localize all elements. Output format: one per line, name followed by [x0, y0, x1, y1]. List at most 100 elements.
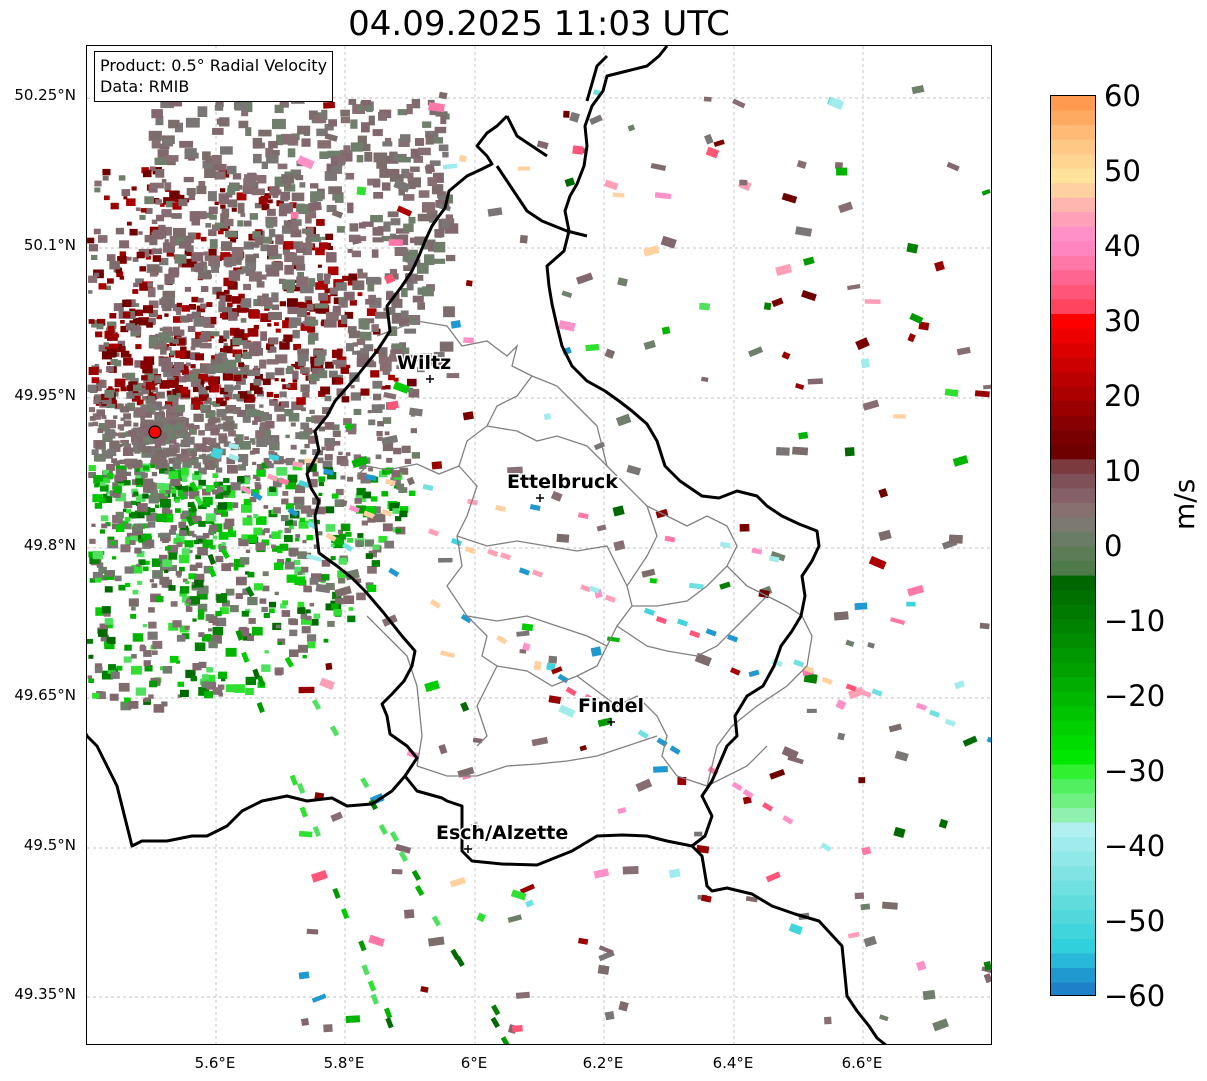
radar-echo: [105, 285, 111, 291]
radar-echo: [604, 348, 616, 359]
radar-echo: [246, 534, 257, 544]
radar-echo: [114, 474, 124, 482]
radar-echo: [312, 497, 321, 505]
radar-echo: [176, 634, 186, 642]
radar-echo: [126, 509, 132, 514]
radar-echo: [863, 935, 877, 948]
radar-echo: [427, 177, 438, 187]
map-title: 04.09.2025 11:03 UTC: [348, 4, 730, 44]
radar-echo: [398, 187, 405, 196]
city-label-findel: Findel: [578, 695, 644, 717]
radar-echo: [357, 350, 369, 359]
radar-echo: [464, 546, 477, 555]
radar-echo: [241, 337, 248, 343]
radar-echo: [510, 889, 527, 901]
radar-echo: [361, 520, 368, 526]
radar-echo: [228, 562, 234, 567]
radar-echo: [287, 220, 299, 230]
radar-echo: [142, 566, 149, 572]
radar-echo: [306, 553, 323, 562]
radar-echo: [149, 508, 156, 513]
radar-echo: [122, 299, 132, 307]
radar-echo: [299, 285, 314, 294]
radar-echo: [223, 342, 228, 347]
radar-echo: [204, 423, 215, 431]
radar-echo: [135, 407, 146, 416]
radar-echo: [176, 310, 182, 315]
radar-echo: [279, 203, 294, 214]
radar-echo: [156, 401, 163, 407]
radar-map[interactable]: Wiltz Ettelbruck Findel Esch/Alzette: [86, 45, 992, 1045]
radar-echo: [252, 420, 258, 425]
radar-echo: [297, 307, 307, 317]
radar-echo: [147, 377, 158, 386]
radar-echo: [176, 392, 181, 397]
radar-echo: [381, 508, 393, 517]
radar-echo: [189, 564, 198, 571]
radar-echo: [357, 268, 363, 274]
radar-echo: [266, 154, 279, 164]
radar-echo: [281, 174, 295, 184]
radar-echo: [262, 378, 271, 385]
radar-echo: [894, 750, 909, 762]
radar-echo: [207, 437, 217, 445]
radar-echo: [88, 422, 94, 427]
radar-echo: [363, 344, 374, 352]
colorbar-segment: [1051, 430, 1095, 446]
radar-echo: [287, 474, 298, 483]
radar-echo: [306, 928, 319, 935]
radar-echo: [398, 487, 406, 493]
radar-echo: [438, 357, 447, 367]
city-ettelbruck[interactable]: Ettelbruck: [506, 470, 620, 502]
radar-echo: [300, 613, 308, 619]
radar-echo: [159, 257, 169, 266]
radar-echo: [311, 870, 328, 883]
radar-echo: [835, 699, 847, 710]
radar-echo: [275, 354, 288, 364]
radar-echo: [96, 409, 105, 417]
radar-echo: [347, 476, 354, 482]
city-findel[interactable]: Findel: [577, 694, 646, 726]
radar-echo: [458, 155, 467, 163]
radar-echo: [114, 403, 122, 410]
radar-echo: [147, 448, 158, 457]
radar-echo: [306, 304, 314, 311]
radar-echo: [144, 665, 153, 672]
radar-echo: [191, 338, 201, 348]
radar-echo: [352, 350, 358, 355]
radar-echo: [396, 483, 405, 490]
radar-echo: [241, 610, 249, 617]
radar-echo: [626, 464, 642, 476]
radar-echo: [288, 547, 299, 556]
radar-echo: [148, 309, 158, 317]
radar-echo: [148, 300, 159, 309]
radar-echo: [209, 401, 215, 406]
radar-echo: [159, 203, 165, 207]
lon-label-6-4: 6.4°E: [712, 1054, 754, 1072]
radar-echo: [627, 124, 636, 132]
colorbar-unit-label: m/s: [1168, 478, 1201, 530]
radar-echo: [200, 286, 209, 292]
radar-echo: [178, 521, 187, 528]
radar-echo: [164, 569, 169, 574]
radar-echo: [533, 660, 542, 671]
radar-echo: [177, 681, 184, 687]
radar-echo: [403, 194, 415, 201]
radar-echo: [212, 626, 224, 636]
radar-site-marker[interactable]: [148, 425, 162, 439]
radar-echo: [254, 410, 264, 419]
radar-echo: [119, 251, 126, 257]
radar-echo: [157, 149, 169, 158]
radar-echo: [893, 826, 906, 839]
city-wiltz[interactable]: Wiltz: [396, 351, 453, 383]
radar-echo: [705, 628, 717, 637]
colorbar-segment: [1051, 677, 1095, 693]
radar-echo: [323, 468, 334, 476]
radar-echo: [205, 410, 216, 418]
radar-echo: [792, 446, 809, 456]
radar-echo: [305, 609, 311, 614]
radar-echo: [979, 622, 990, 630]
radar-echo: [293, 343, 302, 351]
radar-echo: [175, 385, 183, 392]
city-esch-alzette[interactable]: Esch/Alzette: [435, 821, 570, 853]
